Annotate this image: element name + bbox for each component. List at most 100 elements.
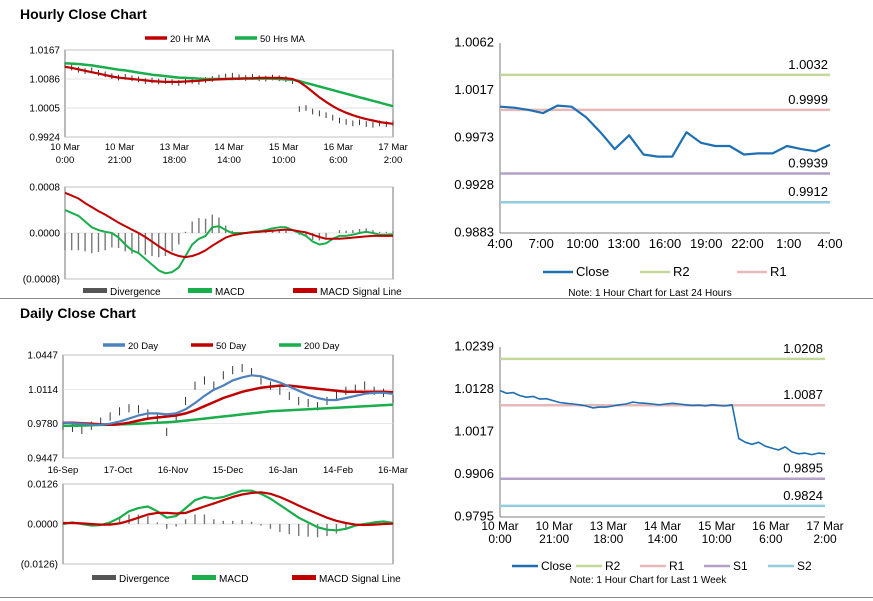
- hourly-price-legend-label: 50 Hrs MA: [260, 34, 306, 45]
- hourly-price-xtick: 21:00: [108, 155, 132, 166]
- daily-levels-xtick: 0:00: [488, 532, 512, 546]
- hourly-level-s1-label: 0.9939: [788, 156, 828, 171]
- daily-levels-xtick: 18:00: [593, 532, 623, 546]
- daily-price-xtick: 16-Mar: [378, 465, 408, 476]
- daily-levels-xtick: 10 Mar: [535, 519, 572, 533]
- hourly-20hr-ma-line: [64, 65, 394, 125]
- hourly-50hr-ma-line: [64, 61, 394, 108]
- hourly-price-xtick: 14:00: [217, 155, 241, 166]
- hourly-macd-line: [64, 209, 394, 275]
- daily-price-ytick: 0.9447: [27, 454, 58, 465]
- hourly-price-xtick: 10:00: [272, 155, 296, 166]
- daily-levels-xtick: 21:00: [539, 532, 569, 546]
- hourly-price-ytick: 1.0086: [29, 75, 60, 86]
- hourly-levels-ytick: 1.0062: [454, 35, 494, 50]
- daily-levels-ytick: 1.0017: [454, 424, 494, 439]
- daily-levels-ytick: 0.9906: [454, 466, 494, 481]
- daily-macd-legend-swatch: [92, 575, 116, 580]
- hourly-levels-legend-label: R2: [673, 264, 690, 279]
- hourly-price-xtick: 10 Mar: [50, 142, 80, 153]
- hourly-levels-ytick: 0.9883: [454, 225, 494, 240]
- hourly-price-xtick: 18:00: [162, 155, 186, 166]
- hourly-price-xtick: 10 Mar: [105, 142, 135, 153]
- daily-macd-legend-swatch: [292, 575, 316, 580]
- daily-levels-legend-label: S2: [797, 559, 812, 573]
- hourly-level-r2-label: 1.0032: [788, 57, 828, 72]
- hourly-macd-ytick: 0.0000: [29, 229, 60, 240]
- hourly-levels-xtick: 16:00: [649, 236, 682, 251]
- hourly-levels-xtick: 4:00: [817, 236, 842, 251]
- hourly-levels-ytick: 0.9928: [454, 177, 494, 192]
- daily-price-legend-label: 200 Day: [304, 341, 340, 352]
- daily-macd-ytick: (0.0126): [21, 560, 58, 571]
- hourly-macd-ytick: 0.0008: [29, 183, 60, 194]
- hourly-level-s2-label: 0.9912: [788, 184, 828, 199]
- daily-levels-xtick: 13 Mar: [590, 519, 627, 533]
- hourly-levels-xtick: 19:00: [690, 236, 723, 251]
- daily-20-day-line: [62, 374, 394, 426]
- daily-price-xtick: 17-Oct: [104, 465, 133, 476]
- hourly-levels-xtick: 22:00: [731, 236, 764, 251]
- daily-price-ytick: 1.0114: [28, 385, 58, 396]
- hourly-levels-ytick: 1.0017: [454, 82, 494, 97]
- hourly-level-r1-label: 0.9999: [788, 92, 828, 107]
- daily-price-xtick: 14-Feb: [323, 465, 353, 476]
- daily-price-xtick: 16-Nov: [158, 465, 189, 476]
- section-divider: [0, 298, 873, 299]
- hourly-macd-legend-swatch: [293, 288, 317, 293]
- daily-levels-xtick: 15 Mar: [698, 519, 735, 533]
- daily-price-xtick: 15-Dec: [213, 465, 244, 476]
- daily-macd-legend-label: MACD: [219, 574, 248, 585]
- daily-price-xtick: 16-Jan: [268, 465, 297, 476]
- daily-price-xtick: 16-Sep: [48, 465, 79, 476]
- hourly-levels-xtick: 10:00: [566, 236, 599, 251]
- daily-signal-line: [63, 491, 394, 527]
- hourly-levels-xtick: 13:00: [607, 236, 640, 251]
- daily-levels-xtick: 17 Mar: [806, 519, 843, 533]
- daily-levels-note: Note: 1 Hour Chart for Last 1 Week: [570, 575, 728, 586]
- hourly-price-legend-label: 20 Hr MA: [170, 34, 211, 45]
- hourly-price-xtick: 15 Mar: [269, 142, 299, 153]
- daily-price-ytick: 1.0447: [27, 351, 58, 362]
- hourly-price-xtick: 6:00: [329, 155, 348, 166]
- hourly-price-xtick: 17 Mar: [378, 142, 408, 153]
- hourly-levels-ytick: 0.9973: [454, 130, 494, 145]
- hourly-levels-xtick: 4:00: [487, 236, 512, 251]
- hourly-levels-legend-label: R1: [770, 264, 787, 279]
- hourly-price-xtick: 2:00: [384, 155, 403, 166]
- daily-levels-ytick: 1.0128: [454, 381, 494, 396]
- hourly-price-ytick: 1.0167: [29, 46, 60, 57]
- daily-levels-legend-label: R1: [669, 559, 685, 573]
- daily-level-s2-label: 0.9824: [783, 488, 823, 503]
- daily-price-legend-label: 50 Day: [216, 341, 246, 352]
- daily-levels-xtick: 6:00: [759, 532, 783, 546]
- hourly-macd-legend-label: MACD: [215, 287, 244, 298]
- daily-levels-xtick: 16 Mar: [752, 519, 789, 533]
- daily-macd-line: [62, 489, 394, 532]
- daily-levels-xtick: 2:00: [813, 532, 837, 546]
- hourly-macd-legend-label: Divergence: [110, 287, 161, 298]
- daily-level-r1-label: 1.0087: [783, 387, 823, 402]
- daily-levels-ytick: 0.9795: [454, 509, 494, 524]
- hourly-price-xtick: 16 Mar: [324, 142, 354, 153]
- hourly-close-line: [499, 104, 831, 158]
- daily-levels-legend-label: Close: [541, 559, 572, 573]
- hourly-signal-line: [64, 191, 393, 259]
- hourly-price-ytick: 1.0005: [29, 104, 60, 115]
- daily-price-legend-label: 20 Day: [128, 341, 158, 352]
- daily-levels-xtick: 10 Mar: [481, 519, 518, 533]
- daily-price-ytick: 0.9780: [27, 419, 58, 430]
- hourly-levels-xtick: 7:00: [529, 236, 554, 251]
- hourly-levels-note: Note: 1 Hour Chart for Last 24 Hours: [568, 288, 731, 299]
- daily-macd-legend-swatch: [192, 575, 216, 580]
- daily-macd-legend-label: Divergence: [119, 574, 170, 585]
- hourly-price-xtick: 0:00: [56, 155, 75, 166]
- daily-macd-ytick: 0.0000: [27, 520, 58, 531]
- hourly-price-ytick: 0.9924: [29, 133, 60, 144]
- daily-levels-xtick: 10:00: [702, 532, 732, 546]
- daily-macd-legend-label: MACD Signal Line: [319, 574, 401, 585]
- hourly-macd-legend-swatch: [188, 288, 212, 293]
- daily-level-s1-label: 0.9895: [783, 461, 823, 476]
- hourly-macd-legend-swatch: [83, 288, 107, 293]
